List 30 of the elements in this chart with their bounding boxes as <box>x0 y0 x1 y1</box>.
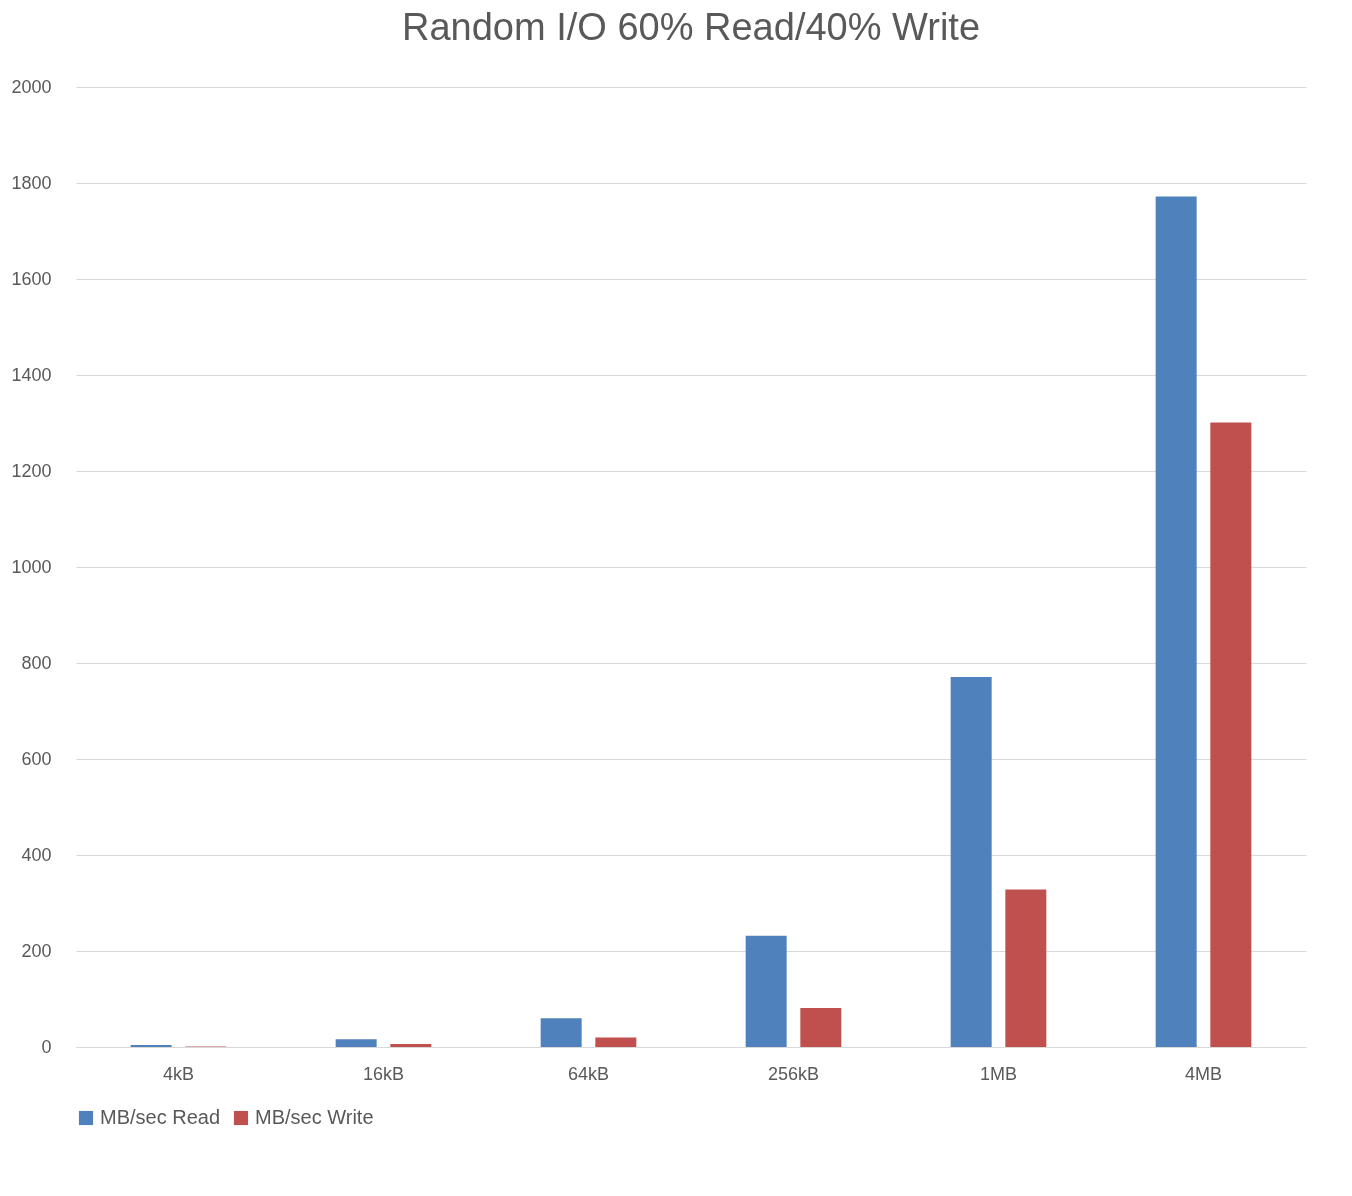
bar <box>335 1039 377 1047</box>
y-tick-label: 1200 <box>11 460 52 481</box>
x-tick-label: 64kB <box>567 1063 610 1084</box>
bar <box>1005 889 1047 1047</box>
bar <box>540 1018 582 1047</box>
bar <box>745 935 787 1047</box>
x-tick-label: 256kB <box>767 1063 820 1084</box>
x-tick-label: 16kB <box>362 1063 405 1084</box>
y-tick-label: 1000 <box>11 556 52 577</box>
y-tick-label: 1600 <box>11 268 52 289</box>
x-tick-label: 1MB <box>979 1063 1018 1084</box>
chart-title: Random I/O 60% Read/40% Write <box>401 6 981 48</box>
y-tick-label: 800 <box>21 652 52 673</box>
x-tick-label: 4MB <box>1184 1063 1223 1084</box>
bar <box>595 1037 637 1047</box>
y-tick-label: 1400 <box>11 364 52 385</box>
y-tick-label: 1800 <box>11 172 52 193</box>
y-tick-label: 600 <box>21 748 52 769</box>
bar <box>800 1008 842 1047</box>
y-tick-label: 0 <box>41 1036 52 1057</box>
bar <box>950 676 992 1047</box>
bar <box>1210 422 1252 1047</box>
x-tick-label: 4kB <box>162 1063 195 1084</box>
legend-label: MB/sec Read <box>100 1106 221 1128</box>
y-tick-label: 2000 <box>11 76 52 97</box>
legend-label: MB/sec Write <box>255 1106 374 1128</box>
y-tick-label: 400 <box>21 844 52 865</box>
bar <box>390 1044 432 1047</box>
bar <box>1155 196 1197 1047</box>
y-tick-label: 200 <box>21 940 52 961</box>
